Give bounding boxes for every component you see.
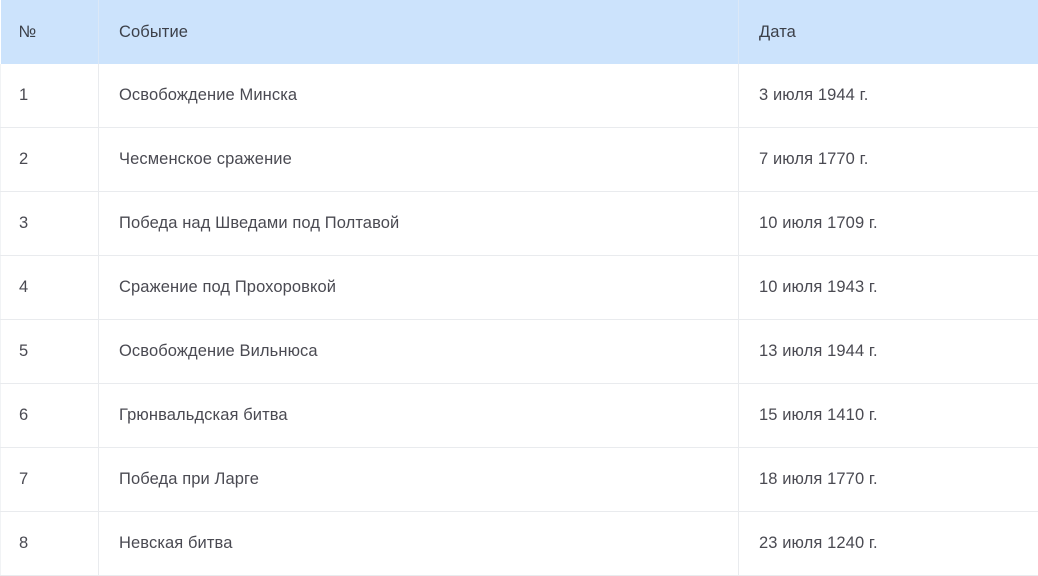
- cell-date: 10 июля 1943 г.: [739, 256, 1038, 320]
- cell-number: 1: [1, 64, 99, 128]
- cell-number: 6: [1, 384, 99, 448]
- table-row: 2 Чесменское сражение 7 июля 1770 г.: [1, 128, 1038, 192]
- cell-number: 8: [1, 512, 99, 576]
- cell-date: 7 июля 1770 г.: [739, 128, 1038, 192]
- cell-event: Грюнвальдская битва: [99, 384, 739, 448]
- cell-event: Победа над Шведами под Полтавой: [99, 192, 739, 256]
- cell-date: 13 июля 1944 г.: [739, 320, 1038, 384]
- cell-date: 10 июля 1709 г.: [739, 192, 1038, 256]
- table-row: 6 Грюнвальдская битва 15 июля 1410 г.: [1, 384, 1038, 448]
- table-body: 1 Освобождение Минска 3 июля 1944 г. 2 Ч…: [1, 64, 1038, 576]
- table-row: 1 Освобождение Минска 3 июля 1944 г.: [1, 64, 1038, 128]
- cell-event: Освобождение Вильнюса: [99, 320, 739, 384]
- cell-date: 23 июля 1240 г.: [739, 512, 1038, 576]
- column-header-number[interactable]: №: [1, 0, 99, 64]
- table-row: 3 Победа над Шведами под Полтавой 10 июл…: [1, 192, 1038, 256]
- cell-number: 5: [1, 320, 99, 384]
- cell-date: 15 июля 1410 г.: [739, 384, 1038, 448]
- cell-event: Сражение под Прохоровкой: [99, 256, 739, 320]
- table-header-row: № Событие Дата: [1, 0, 1038, 64]
- cell-event: Чесменское сражение: [99, 128, 739, 192]
- cell-date: 18 июля 1770 г.: [739, 448, 1038, 512]
- column-header-date[interactable]: Дата: [739, 0, 1038, 64]
- table-row: 7 Победа при Ларге 18 июля 1770 г.: [1, 448, 1038, 512]
- cell-event: Освобождение Минска: [99, 64, 739, 128]
- column-header-event[interactable]: Событие: [99, 0, 739, 64]
- cell-number: 3: [1, 192, 99, 256]
- table-row: 8 Невская битва 23 июля 1240 г.: [1, 512, 1038, 576]
- table-row: 4 Сражение под Прохоровкой 10 июля 1943 …: [1, 256, 1038, 320]
- cell-event: Невская битва: [99, 512, 739, 576]
- table-header: № Событие Дата: [1, 0, 1038, 64]
- cell-event: Победа при Ларге: [99, 448, 739, 512]
- table-row: 5 Освобождение Вильнюса 13 июля 1944 г.: [1, 320, 1038, 384]
- cell-number: 7: [1, 448, 99, 512]
- cell-number: 4: [1, 256, 99, 320]
- cell-number: 2: [1, 128, 99, 192]
- cell-date: 3 июля 1944 г.: [739, 64, 1038, 128]
